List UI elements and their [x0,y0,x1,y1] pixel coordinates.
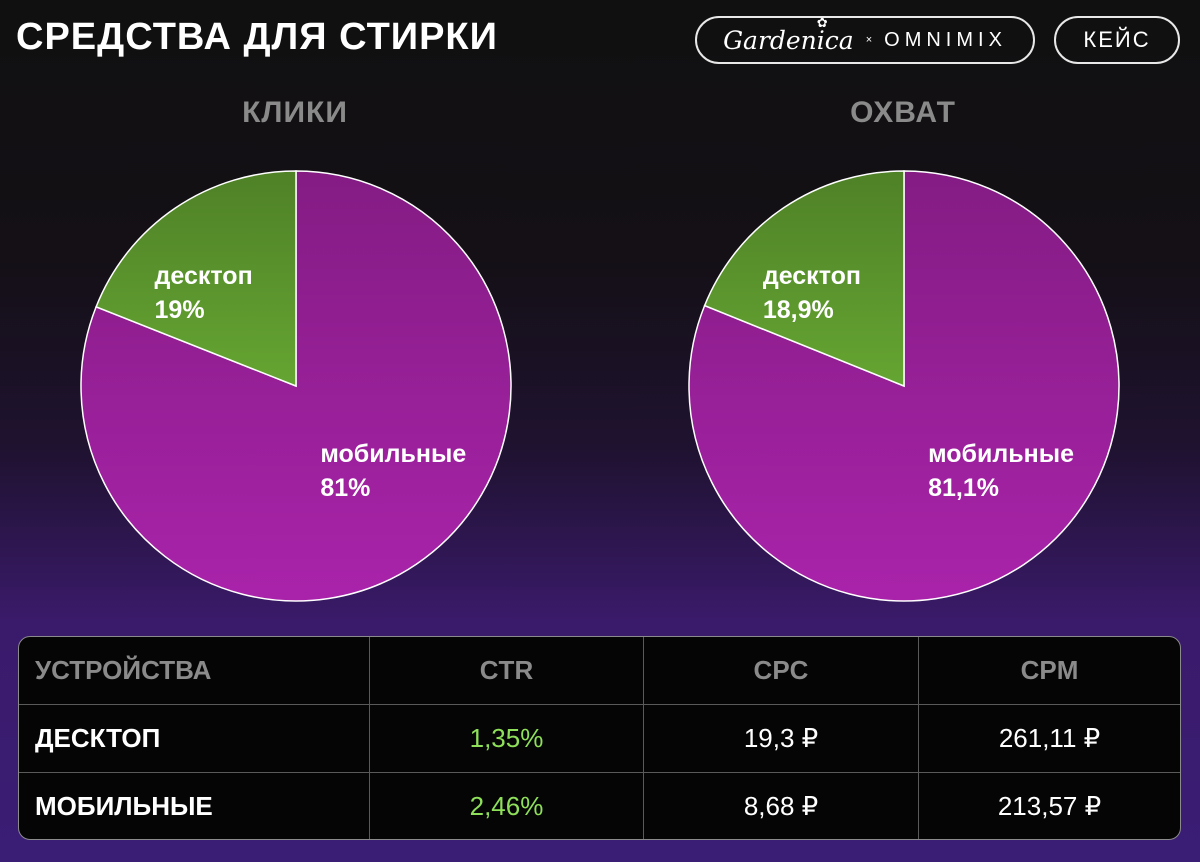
cpc-value: 19,3 ₽ [643,705,918,772]
header-devices: УСТРОЙСТВА [35,655,212,685]
case-button[interactable]: КЕЙС [1054,16,1180,64]
slice-name-label: мобильные [928,440,1074,468]
cpm-value: 213,57 ₽ [918,773,1180,839]
slice-name-label: мобильные [320,440,466,468]
omnimix-logo: OMNIMIX [884,28,1007,51]
ctr-value: 1,35% [369,705,643,772]
slice-name-label: десктоп [155,262,253,290]
row-label: ДЕСКТОП [35,723,161,753]
gardenica-logo: Gardenica ✿ [723,15,854,55]
slice-value-label: 81% [320,474,370,502]
table-header-row: УСТРОЙСТВА CTR CPC CPM [19,637,1180,704]
device-metrics-table: УСТРОЙСТВА CTR CPC CPM ДЕСКТОП 1,35% 19,… [18,636,1181,840]
pie-slice-desktop [95,170,297,388]
slice-name-label: десктоп [763,262,861,290]
cpm-value: 261,11 ₽ [918,705,1180,772]
flower-icon: ✿ [816,15,828,31]
ctr-value: 2,46% [369,773,643,839]
row-label: МОБИЛЬНЫЕ [35,791,213,821]
cpc-value: 8,68 ₽ [643,773,918,839]
slice-value-label: 19% [155,296,205,324]
brand-separator: × [865,34,873,46]
header-ctr: CTR [369,637,643,704]
table-row: ДЕСКТОП 1,35% 19,3 ₽ 261,11 ₽ [19,704,1180,772]
clicks-pie-chart: мобильные 81% десктоп 19% [80,170,512,602]
pie-slice-mobile [688,170,1120,602]
slice-value-label: 81,1% [928,474,999,502]
page-title: СРЕДСТВА ДЛЯ СТИРКИ [16,16,498,58]
pie-slice-desktop [703,170,905,388]
clicks-chart-title: КЛИКИ [242,96,348,129]
slice-value-label: 18,9% [763,296,834,324]
reach-chart-title: ОХВАТ [850,96,956,129]
brand-badge: Gardenica ✿ × OMNIMIX [695,16,1035,64]
table-row: МОБИЛЬНЫЕ 2,46% 8,68 ₽ 213,57 ₽ [19,772,1180,839]
header-cpc: CPC [643,637,918,704]
header-cpm: CPM [918,637,1180,704]
reach-pie-chart: мобильные 81,1% десктоп 18,9% [688,170,1120,602]
